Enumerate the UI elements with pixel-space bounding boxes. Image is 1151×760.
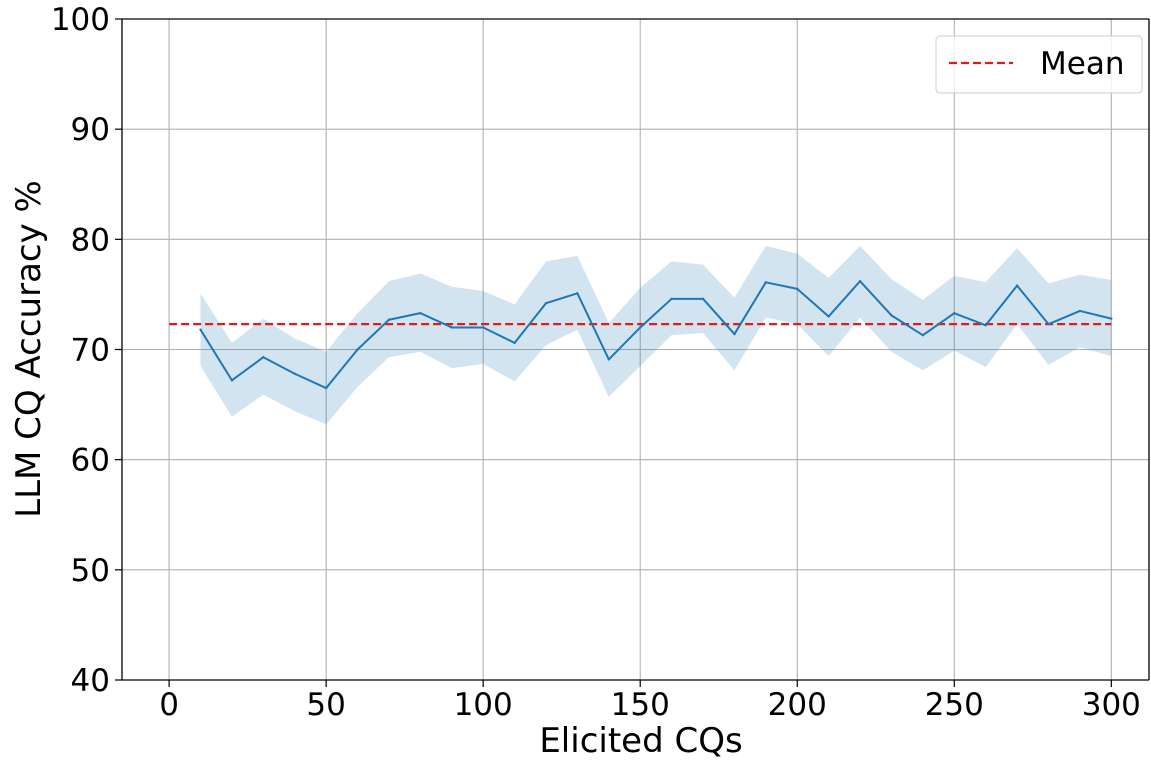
legend-mean-label: Mean <box>1040 46 1124 82</box>
data-point <box>387 318 391 321</box>
x-tick-label: 100 <box>454 687 513 723</box>
data-point <box>450 326 453 329</box>
y-tick-label: 50 <box>71 553 110 589</box>
data-point <box>1015 284 1019 287</box>
data-point <box>827 315 830 318</box>
data-point <box>544 302 548 305</box>
data-point <box>262 356 265 359</box>
data-point <box>670 297 673 301</box>
x-tick-label: 50 <box>306 687 345 723</box>
data-point <box>984 324 987 327</box>
y-tick-labels: 40 50 60 70 80 90 100 <box>51 2 122 699</box>
data-point <box>1110 317 1113 320</box>
data-point <box>733 332 736 336</box>
data-point <box>796 287 799 291</box>
legend: Mean <box>935 35 1143 94</box>
y-tick-label: 70 <box>71 333 110 369</box>
data-point <box>607 358 611 361</box>
y-tick-label: 100 <box>51 2 110 38</box>
data-point <box>639 326 642 329</box>
accuracy-line-layer <box>199 280 1112 390</box>
confidence-band <box>200 245 1112 425</box>
data-point <box>764 281 768 284</box>
y-axis-title: LLM CQ Accuracy % <box>9 180 49 518</box>
data-point <box>576 292 579 295</box>
data-point <box>1078 309 1082 313</box>
data-point <box>858 279 862 283</box>
y-tick-label: 60 <box>71 443 110 479</box>
data-point <box>953 311 956 315</box>
data-point <box>481 326 485 329</box>
data-points-layer <box>199 279 1113 390</box>
y-tick-label: 80 <box>71 222 110 258</box>
x-tick-label: 0 <box>159 687 179 723</box>
data-point <box>230 379 234 382</box>
x-tick-label: 150 <box>611 687 670 723</box>
data-point <box>356 348 359 351</box>
y-tick-label: 90 <box>71 112 110 148</box>
x-tick-label: 250 <box>925 687 984 723</box>
data-point <box>890 314 893 317</box>
data-point <box>1047 322 1050 326</box>
data-point <box>701 297 705 301</box>
x-tick-label: 300 <box>1082 687 1141 723</box>
data-point <box>293 372 296 375</box>
data-point <box>513 341 516 345</box>
data-point <box>921 333 925 337</box>
x-tick-label: 200 <box>768 687 827 723</box>
x-tick-labels: 0 50 100 150 200 250 300 <box>159 680 1141 723</box>
x-axis-title: Elicited CQs <box>539 721 742 760</box>
confidence-band-layer <box>200 245 1112 425</box>
data-point <box>419 311 422 315</box>
data-point <box>324 386 328 390</box>
y-tick-label: 40 <box>71 663 110 699</box>
legend-box <box>935 35 1143 94</box>
accuracy-line <box>199 280 1112 390</box>
data-point <box>199 328 202 331</box>
